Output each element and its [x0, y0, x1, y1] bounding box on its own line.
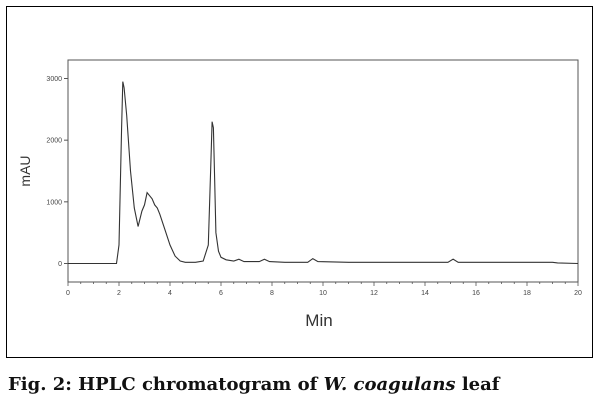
x-tick-label: 6 [219, 290, 223, 297]
x-tick-label: 10 [319, 290, 327, 297]
x-tick-label: 20 [574, 290, 582, 297]
x-tick-label: 12 [370, 290, 378, 297]
caption-prefix: Fig. 2: HPLC chromatogram of [8, 374, 324, 395]
x-tick-label: 0 [66, 290, 70, 297]
caption-species: W. coagulans [323, 374, 456, 395]
figure-caption: Fig. 2: HPLC chromatogram of W. coagulan… [8, 374, 500, 395]
x-tick-label: 18 [523, 290, 531, 297]
x-axis-label: Min [305, 311, 332, 330]
y-axis: 0 1000 2000 3000 [46, 76, 68, 268]
x-tick-label: 14 [421, 290, 429, 297]
caption-suffix: leaf [455, 374, 500, 395]
y-tick-label: 0 [58, 261, 62, 268]
x-tick-label: 4 [168, 290, 172, 297]
chromatogram-chart: 0 1000 2000 3000 0 2 4 6 8 10 12 14 16 18 20 mAU Min [17, 59, 582, 330]
y-tick-label: 1000 [46, 199, 62, 206]
x-axis: 0 2 4 6 8 10 12 14 16 18 20 [66, 282, 582, 297]
x-tick-label: 8 [270, 290, 274, 297]
figure-frame [6, 6, 593, 358]
plot-area-border [67, 59, 579, 283]
x-tick-label: 2 [117, 290, 121, 297]
chromatogram-trace [68, 81, 579, 265]
y-tick-label: 2000 [46, 138, 62, 145]
x-tick-label: 16 [472, 290, 480, 297]
y-axis-label: mAU [17, 155, 33, 186]
y-tick-label: 3000 [46, 76, 62, 83]
